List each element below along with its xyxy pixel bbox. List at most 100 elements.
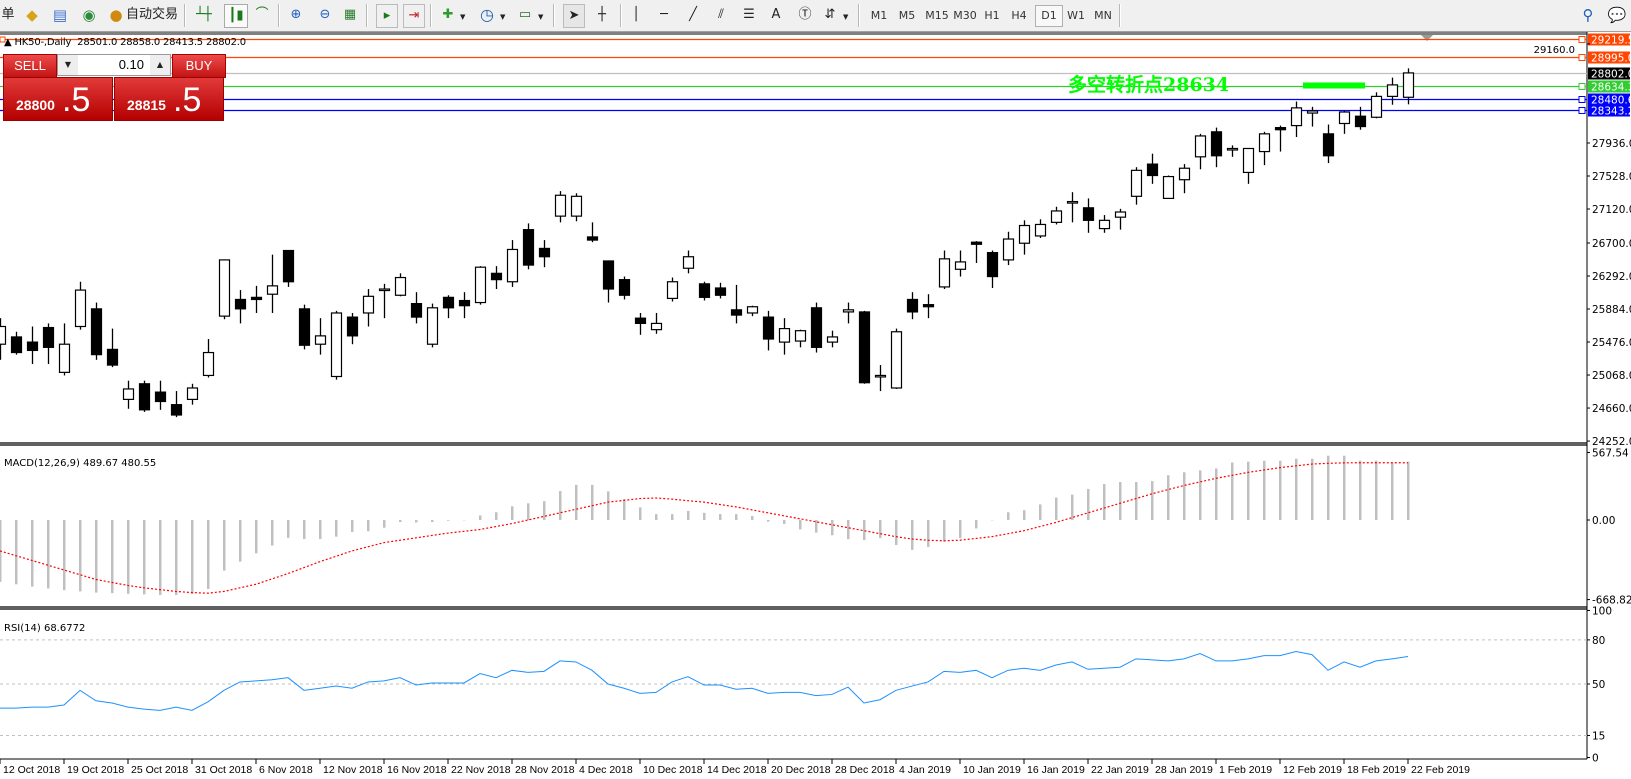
lot-size-input[interactable] <box>80 56 144 72</box>
candle <box>122 380 135 409</box>
periods-clock-icon[interactable]: ◷ <box>480 5 494 24</box>
macd-histogram-bar <box>1071 494 1074 520</box>
macd-histogram-bar <box>1119 482 1122 520</box>
cursor-icon[interactable]: ➤ <box>563 4 585 28</box>
fibonacci-icon[interactable]: ☰ <box>743 7 755 22</box>
timeframe-m30[interactable]: M30 <box>953 9 977 22</box>
macd-histogram-bar <box>175 519 178 595</box>
timeframe-mn[interactable]: MN <box>1094 9 1112 22</box>
buy-price-button[interactable]: 28815 .5 <box>114 77 224 121</box>
line-handle[interactable] <box>1578 96 1586 103</box>
lot-increase-icon[interactable]: ▲ <box>150 55 170 75</box>
indicators-icon[interactable]: ✚ <box>442 7 454 22</box>
equidistant-channel-icon[interactable]: ⫽ <box>718 7 724 22</box>
line-handle[interactable] <box>0 36 6 43</box>
candle <box>202 339 215 378</box>
macd-axis-label: 567.54 <box>1592 447 1629 459</box>
chevron-down-icon[interactable]: ▼ <box>460 13 466 21</box>
candle <box>314 318 327 355</box>
lot-decrease-icon[interactable]: ▼ <box>58 55 78 75</box>
chat-icon[interactable]: 💬 <box>1607 6 1627 24</box>
signals-icon[interactable]: ◉ <box>82 6 96 24</box>
line-handle[interactable] <box>1578 83 1586 90</box>
candle <box>634 312 647 335</box>
chevron-down-icon[interactable]: ▼ <box>500 13 506 21</box>
market-watch-icon[interactable]: ◆ <box>26 6 38 24</box>
text-icon[interactable]: A <box>771 7 781 22</box>
collapse-arrow-icon[interactable]: ▲ <box>4 37 12 48</box>
toolbar-separator <box>366 4 368 27</box>
pivot-marker-bar[interactable] <box>1303 82 1365 89</box>
date-axis-label: 10 Jan 2019 <box>963 764 1021 776</box>
sell-button[interactable]: SELL <box>3 54 57 78</box>
candle-body <box>1338 111 1351 125</box>
search-icon[interactable]: ⚲ <box>1582 6 1594 24</box>
crosshair-icon[interactable]: ┼ <box>598 7 606 22</box>
chevron-down-icon[interactable]: ▼ <box>843 13 849 21</box>
toolbar-cut-label[interactable]: 单 <box>1 7 15 22</box>
candle-body <box>218 259 231 317</box>
autotrading-button[interactable]: 自动交易 <box>125 7 178 22</box>
candle <box>698 281 711 301</box>
line-chart-icon[interactable]: ⌒ <box>255 7 269 22</box>
navigator-icon[interactable]: ▤ <box>52 6 68 24</box>
line-handle[interactable] <box>1578 36 1586 43</box>
templates-icon[interactable]: ▭ <box>518 7 532 22</box>
trendline-icon[interactable]: ╱ <box>689 7 697 22</box>
candle-body <box>794 330 807 342</box>
macd-histogram-bar <box>863 519 866 541</box>
zoom-in-icon[interactable]: ⊕ <box>290 7 302 22</box>
text-label-icon[interactable]: Ⓣ <box>798 7 812 22</box>
date-axis-label: 12 Feb 2019 <box>1283 764 1342 776</box>
buy-button[interactable]: BUY <box>172 54 226 78</box>
macd-histogram-bar <box>527 503 530 520</box>
date-axis-label: 22 Feb 2019 <box>1411 764 1470 776</box>
candle <box>906 292 919 320</box>
horizontal-lines: 29219.5 28995.0 28802.028634.328480.628343… <box>0 33 1631 118</box>
timeframe-m5[interactable]: M5 <box>898 9 916 22</box>
macd-histogram-bar <box>1199 470 1202 520</box>
chevron-down-icon[interactable]: ▼ <box>538 13 544 21</box>
timeframe-m1[interactable]: M1 <box>870 9 888 22</box>
timeframe-h4[interactable]: H4 <box>1011 9 1027 22</box>
zoom-out-icon[interactable]: ⊖ <box>319 7 331 22</box>
candle-body <box>1322 133 1335 157</box>
candle <box>602 260 615 303</box>
candlestick-chart-icon[interactable]: ┃▮ <box>224 4 248 28</box>
buy-price-fraction: .5 <box>173 81 202 119</box>
candle <box>1018 220 1031 255</box>
timeframe-w1[interactable]: W1 <box>1067 9 1085 22</box>
macd-histogram-bar <box>1023 510 1026 520</box>
chart-shift-marker-icon[interactable] <box>1421 35 1433 41</box>
candle-body <box>586 236 599 241</box>
line-handle[interactable] <box>1578 107 1586 114</box>
tile-windows-icon[interactable]: ▦ <box>343 7 357 22</box>
macd-histogram-bar <box>1311 458 1314 520</box>
timeframe-h1[interactable]: H1 <box>984 9 1000 22</box>
macd-histogram-bar <box>623 499 626 520</box>
arrows-icon[interactable]: ⇵ <box>824 7 836 22</box>
sell-price-button[interactable]: 28800 .5 <box>3 77 113 121</box>
vertical-line-icon[interactable]: │ <box>632 7 640 22</box>
candle <box>1210 127 1223 168</box>
macd-histogram-bar <box>239 519 242 562</box>
candle <box>538 240 551 268</box>
bar-chart-icon[interactable]: ┴┼ <box>196 7 212 22</box>
autotrading-icon[interactable]: ● <box>109 6 123 24</box>
timeframe-m15[interactable]: M15 <box>925 9 949 22</box>
macd-histogram-bar <box>815 519 818 533</box>
timeframe-d1[interactable]: D1 <box>1035 5 1063 27</box>
candle <box>394 273 407 297</box>
chart-shift-icon[interactable]: ⇥ <box>403 4 425 28</box>
price-line-label: 28634.3 <box>1591 82 1631 94</box>
pivot-annotation-text[interactable]: 多空转折点28634 <box>1068 74 1230 96</box>
auto-scroll-icon[interactable]: ▸ <box>376 4 398 28</box>
candle-body <box>26 341 39 352</box>
macd-histogram-bar <box>1103 484 1106 520</box>
candle <box>1002 231 1015 266</box>
horizontal-line-icon[interactable]: ─ <box>660 7 668 22</box>
line-handle[interactable] <box>1578 54 1586 61</box>
candle-body <box>506 248 519 283</box>
candle <box>234 290 247 324</box>
